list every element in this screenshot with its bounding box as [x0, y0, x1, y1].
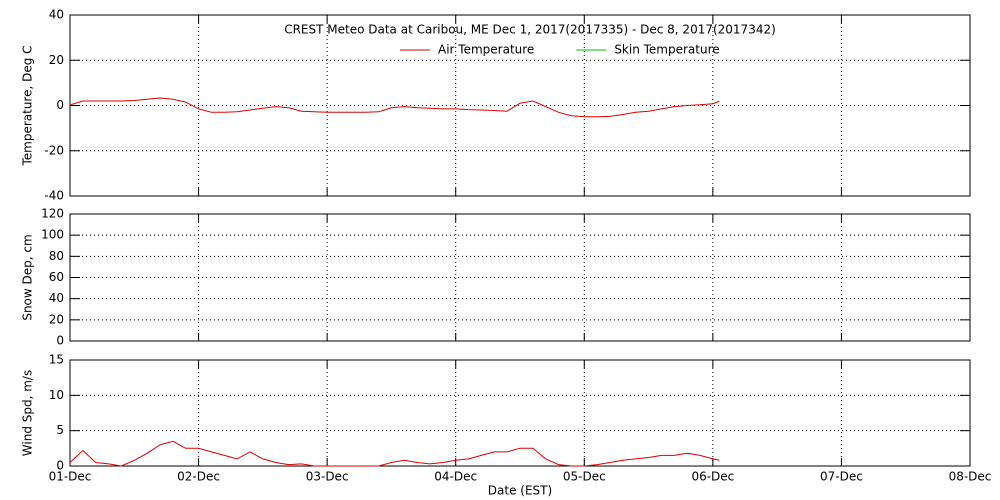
y-tick-label: -20 — [44, 143, 64, 157]
x-tick-label: 03-Dec — [306, 470, 349, 484]
y-tick-label: 100 — [41, 228, 64, 242]
legend-label: Air Temperature — [438, 43, 534, 57]
data-line — [69, 440, 720, 467]
x-axis-label: Date (EST) — [488, 484, 552, 498]
y-tick-label: 0 — [56, 334, 64, 348]
y-tick-label: 80 — [49, 249, 64, 263]
x-tick-label: 08-Dec — [949, 470, 992, 484]
x-tick-label: 01-Dec — [49, 470, 92, 484]
y-axis-label: Wind Spd, m/s — [21, 370, 35, 456]
x-tick-label: 07-Dec — [820, 470, 863, 484]
y-tick-label: -40 — [44, 189, 64, 203]
x-tick-label: 04-Dec — [434, 470, 477, 484]
y-tick-label: 40 — [49, 8, 64, 22]
legend-label: Skin Temperature — [614, 43, 719, 57]
plot-frame — [69, 213, 971, 342]
plot-frame — [69, 359, 971, 467]
x-tick-label: 06-Dec — [691, 470, 734, 484]
plot-frame — [69, 14, 971, 197]
y-tick-label: 0 — [56, 459, 64, 473]
y-tick-label: 15 — [49, 353, 64, 367]
y-axis-label: Temperature, Deg C — [21, 45, 35, 166]
y-tick-label: 40 — [49, 291, 64, 305]
y-tick-label: 20 — [49, 53, 64, 67]
y-tick-label: 5 — [56, 423, 64, 437]
y-tick-label: 10 — [49, 388, 64, 402]
x-tick-label: 02-Dec — [177, 470, 220, 484]
y-tick-label: 0 — [56, 98, 64, 112]
y-tick-label: 20 — [49, 312, 64, 326]
chart-title: CREST Meteo Data at Caribou, ME Dec 1, 2… — [284, 23, 776, 37]
y-tick-label: 60 — [49, 270, 64, 284]
data-line — [69, 97, 720, 118]
y-tick-label: 120 — [41, 207, 64, 221]
x-tick-label: 05-Dec — [563, 470, 606, 484]
y-axis-label: Snow Dep, cm — [21, 234, 35, 320]
